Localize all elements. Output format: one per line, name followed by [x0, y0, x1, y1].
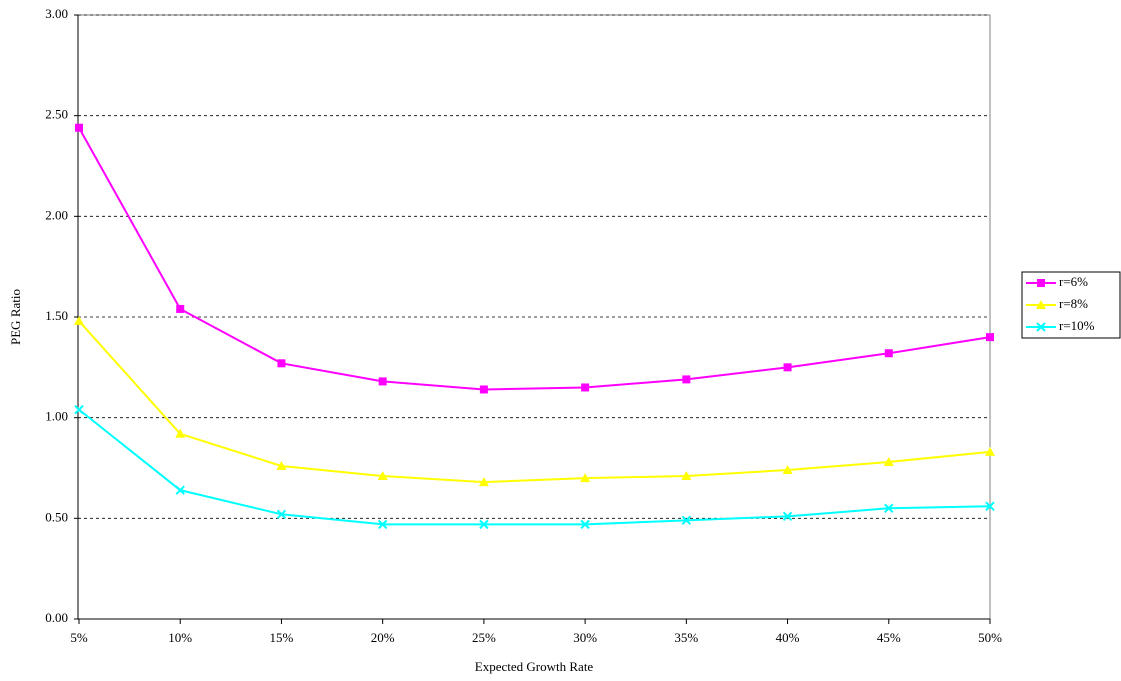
y-tick-label: 2.50 [45, 107, 68, 122]
marker [1036, 300, 1046, 309]
marker [478, 477, 489, 487]
y-axis-title: PEG Ratio [8, 289, 23, 345]
legend-label: r=8% [1059, 296, 1088, 311]
x-tick-label: 40% [776, 630, 800, 645]
y-tick-label: 1.00 [45, 409, 68, 424]
legend-label: r=10% [1059, 318, 1095, 333]
marker [75, 123, 83, 132]
marker [277, 359, 286, 368]
marker [985, 501, 995, 511]
marker [985, 446, 995, 456]
marker [276, 460, 287, 470]
marker [74, 404, 84, 415]
marker [986, 333, 994, 342]
marker [884, 503, 894, 513]
series-line [78, 320, 991, 484]
y-tick-label: 2.00 [45, 207, 68, 222]
x-tick-label: 45% [877, 630, 901, 645]
marker [1036, 322, 1046, 332]
marker [276, 509, 287, 520]
marker [175, 428, 186, 438]
marker [479, 385, 488, 394]
marker [883, 456, 894, 466]
marker [581, 383, 590, 392]
marker [681, 515, 692, 526]
marker [378, 377, 387, 386]
series-line [78, 408, 991, 526]
marker [682, 375, 691, 384]
marker [681, 471, 692, 481]
x-axis-title: Expected Growth Rate [475, 659, 594, 674]
marker [884, 349, 893, 358]
marker [783, 363, 792, 372]
x-tick-label: 20% [371, 630, 395, 645]
marker [176, 304, 185, 313]
y-tick-label: 0.50 [45, 509, 68, 524]
marker [1037, 279, 1045, 287]
marker [74, 316, 84, 326]
y-tick-label: 3.00 [45, 6, 68, 21]
marker [377, 471, 388, 481]
x-tick-label: 15% [270, 630, 294, 645]
x-tick-label: 30% [573, 630, 597, 645]
marker [580, 473, 591, 483]
marker [782, 511, 793, 522]
x-tick-label: 10% [168, 630, 192, 645]
x-tick-label: 50% [978, 630, 1002, 645]
y-tick-label: 1.50 [45, 308, 68, 323]
x-tick-label: 25% [472, 630, 496, 645]
x-tick-label: 5% [70, 630, 88, 645]
marker [782, 465, 793, 475]
legend-label: r=6% [1059, 274, 1088, 289]
marker [377, 519, 388, 530]
series-line [78, 127, 991, 391]
marker [175, 485, 185, 495]
y-tick-label: 0.00 [45, 610, 68, 625]
x-tick-label: 35% [674, 630, 698, 645]
marker [479, 519, 489, 530]
marker [580, 519, 590, 530]
